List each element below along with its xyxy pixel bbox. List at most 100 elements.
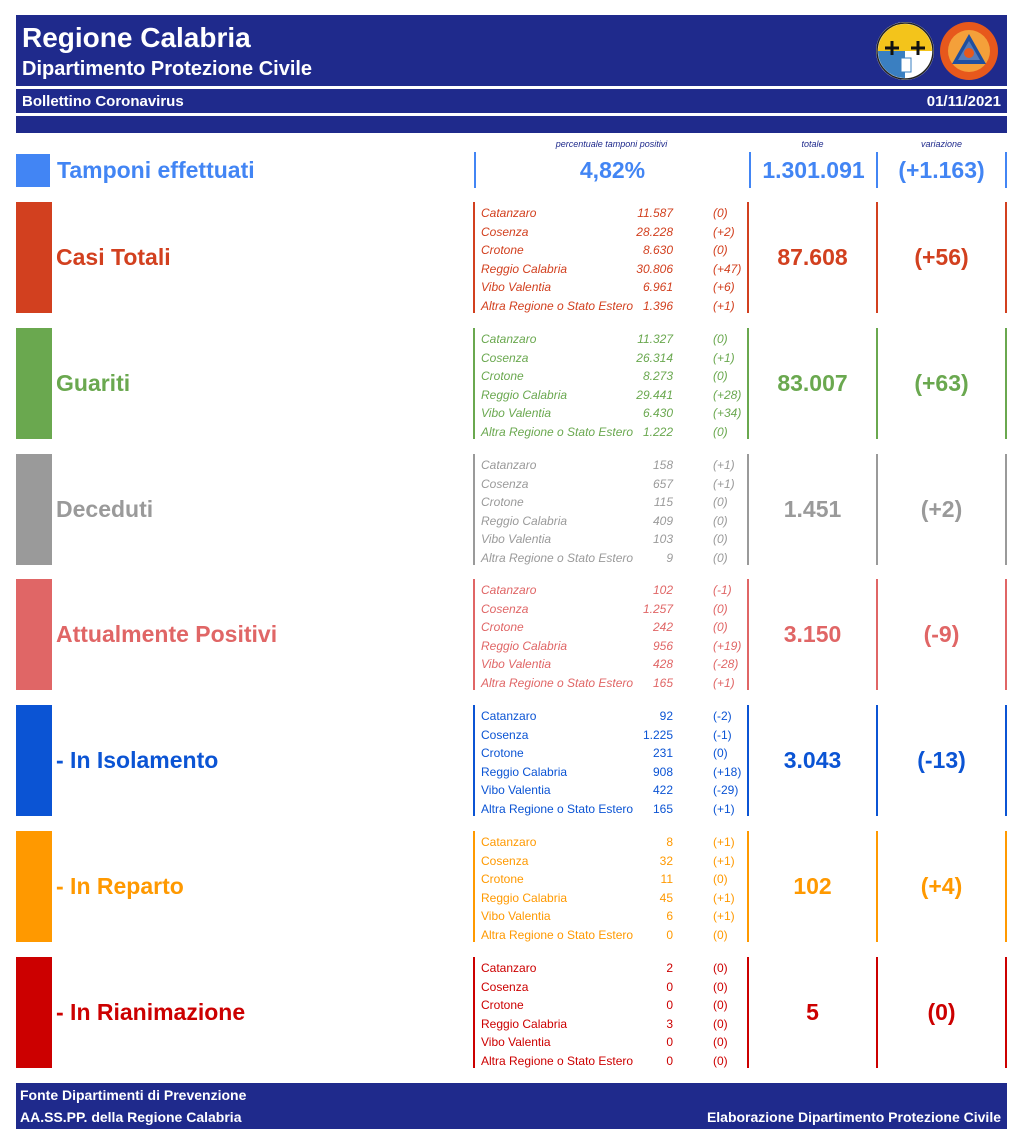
section-label: Casi Totali bbox=[56, 244, 171, 270]
province-variation: (-28) bbox=[713, 657, 739, 672]
province-variation: (0) bbox=[713, 872, 728, 887]
province-value: 165 bbox=[652, 802, 673, 816]
bulletin-date: 01/11/2021 bbox=[926, 93, 1001, 110]
province-variation: (0) bbox=[713, 746, 728, 761]
province-row: Cosenza 1.257 (0) bbox=[481, 600, 745, 619]
bulletin-title: Bollettino Coronavirus bbox=[22, 93, 184, 110]
logos bbox=[875, 21, 999, 81]
section-variation: (+56) bbox=[876, 202, 1007, 313]
section-6: - In Rianimazione Catanzaro 2 (0) Cosenza 0 (0… bbox=[0, 957, 1024, 1068]
province-variation: (0) bbox=[713, 332, 728, 346]
province-row: Catanzaro 158 (+1) bbox=[481, 456, 745, 475]
province-value: 6 bbox=[666, 909, 673, 924]
province-row: Vibo Valentia 6.961 (+6) bbox=[481, 278, 745, 297]
section-variation: (-9) bbox=[876, 579, 1007, 690]
province-variation: (0) bbox=[713, 206, 728, 220]
province-row: Crotone 242 (0) bbox=[481, 618, 745, 637]
section-color-bar bbox=[16, 831, 52, 942]
province-name: Cosenza bbox=[481, 224, 529, 239]
province-name: Crotone bbox=[481, 620, 524, 635]
province-row: Reggio Calabria 29.441 (+28) bbox=[481, 386, 745, 405]
province-variation: (0) bbox=[713, 425, 728, 439]
province-breakdown: Catanzaro 102 (-1) Cosenza 1.257 (0) Crotone 24… bbox=[473, 579, 749, 690]
section-0: Casi Totali Catanzaro 11.587 (0) Cosenza 28.2… bbox=[0, 202, 1024, 313]
province-variation: (0) bbox=[713, 979, 728, 994]
province-value: 8.630 bbox=[642, 243, 673, 258]
tamponi-color-square bbox=[16, 154, 50, 187]
footer-banner: Fonte Dipartimenti di Prevenzione AA.SS.… bbox=[16, 1083, 1007, 1129]
footer-source-line1: Fonte Dipartimenti di Prevenzione bbox=[20, 1087, 247, 1103]
province-name: Reggio Calabria bbox=[481, 764, 568, 779]
province-value: 1.225 bbox=[642, 727, 673, 742]
divider-bar bbox=[16, 116, 1007, 133]
province-value: 8 bbox=[666, 835, 673, 849]
province-name: Altra Regione o Stato Estero bbox=[481, 928, 634, 942]
province-row: Cosenza 32 (+1) bbox=[481, 852, 745, 871]
province-variation: (0) bbox=[713, 601, 728, 616]
province-name: Reggio Calabria bbox=[481, 261, 568, 276]
province-row: Cosenza 1.225 (-1) bbox=[481, 726, 745, 745]
province-variation: (-1) bbox=[713, 727, 732, 742]
province-value: 30.806 bbox=[636, 261, 673, 276]
province-value: 1.257 bbox=[642, 601, 673, 616]
col-header-variation: variazione bbox=[920, 139, 963, 149]
province-value: 0 bbox=[666, 979, 673, 994]
col-header-percent: percentuale tamponi positivi bbox=[555, 139, 668, 149]
section-color-bar bbox=[16, 454, 52, 565]
province-row: Catanzaro 8 (+1) bbox=[481, 833, 745, 852]
province-name: Crotone bbox=[481, 746, 524, 761]
province-value: 28.228 bbox=[636, 224, 673, 239]
province-variation: (+1) bbox=[713, 909, 735, 924]
province-row: Vibo Valentia 428 (-28) bbox=[481, 655, 745, 674]
province-name: Altra Regione o Stato Estero bbox=[481, 425, 634, 439]
province-variation: (0) bbox=[713, 513, 728, 528]
province-variation: (+1) bbox=[713, 853, 735, 868]
province-value: 422 bbox=[652, 783, 673, 798]
province-value: 11.587 bbox=[637, 206, 673, 220]
section-1: Guariti Catanzaro 11.327 (0) Cosenza 26.314 (+… bbox=[0, 328, 1024, 439]
province-name: Cosenza bbox=[481, 727, 529, 742]
province-variation: (+47) bbox=[713, 261, 742, 276]
province-value: 115 bbox=[653, 495, 673, 510]
province-value: 6.430 bbox=[642, 406, 673, 421]
province-breakdown: Catanzaro 11.327 (0) Cosenza 26.314 (+1) Croto… bbox=[473, 328, 749, 439]
section-2: Deceduti Catanzaro 158 (+1) Cosenza 657 (+1) Cr… bbox=[0, 454, 1024, 565]
section-total: 102 bbox=[793, 873, 832, 899]
province-name: Reggio Calabria bbox=[481, 387, 568, 402]
tamponi-label: Tamponi effettuati bbox=[57, 157, 255, 183]
header-banner: Regione Calabria Dipartimento Protezione… bbox=[16, 15, 1007, 86]
province-row: Crotone 8.630 (0) bbox=[481, 241, 745, 260]
province-value: 32 bbox=[659, 853, 673, 868]
province-variation: (-2) bbox=[713, 709, 732, 723]
province-name: Vibo Valentia bbox=[481, 406, 552, 421]
province-name: Altra Regione o Stato Estero bbox=[481, 676, 634, 690]
province-value: 6.961 bbox=[642, 280, 673, 295]
province-value: 231 bbox=[652, 746, 673, 761]
province-row: Vibo Valentia 6.430 (+34) bbox=[481, 404, 745, 423]
section-color-bar bbox=[16, 579, 52, 690]
page-subtitle: Dipartimento Protezione Civile bbox=[22, 58, 313, 80]
province-value: 45 bbox=[659, 890, 673, 905]
section-5: - In Reparto Catanzaro 8 (+1) Cosenza 32 (+1) C… bbox=[0, 831, 1024, 942]
province-variation: (+1) bbox=[713, 890, 735, 905]
province-row: Crotone 8.273 (0) bbox=[481, 367, 745, 386]
province-row: Catanzaro 2 (0) bbox=[481, 959, 745, 978]
section-color-bar bbox=[16, 957, 52, 1068]
province-variation: (+1) bbox=[713, 802, 735, 816]
province-name: Catanzaro bbox=[481, 709, 537, 723]
section-color-bar bbox=[16, 328, 52, 439]
province-variation: (+1) bbox=[713, 299, 735, 313]
province-name: Catanzaro bbox=[481, 206, 537, 220]
province-value: 2 bbox=[666, 961, 673, 975]
province-breakdown: Catanzaro 8 (+1) Cosenza 32 (+1) Crotone 11 (0) R… bbox=[473, 831, 749, 942]
section-label: - In Rianimazione bbox=[56, 999, 246, 1025]
province-row: Crotone 115 (0) bbox=[481, 493, 745, 512]
province-variation: (-1) bbox=[713, 583, 732, 597]
province-value: 956 bbox=[652, 638, 673, 653]
province-row: Cosenza 0 (0) bbox=[481, 978, 745, 997]
province-variation: (0) bbox=[713, 928, 728, 942]
section-label: - In Isolamento bbox=[56, 747, 219, 773]
province-variation: (+28) bbox=[713, 387, 742, 402]
province-row: Altra Regione o Stato Estero 165 (+1) bbox=[481, 674, 745, 693]
province-name: Reggio Calabria bbox=[481, 638, 568, 653]
